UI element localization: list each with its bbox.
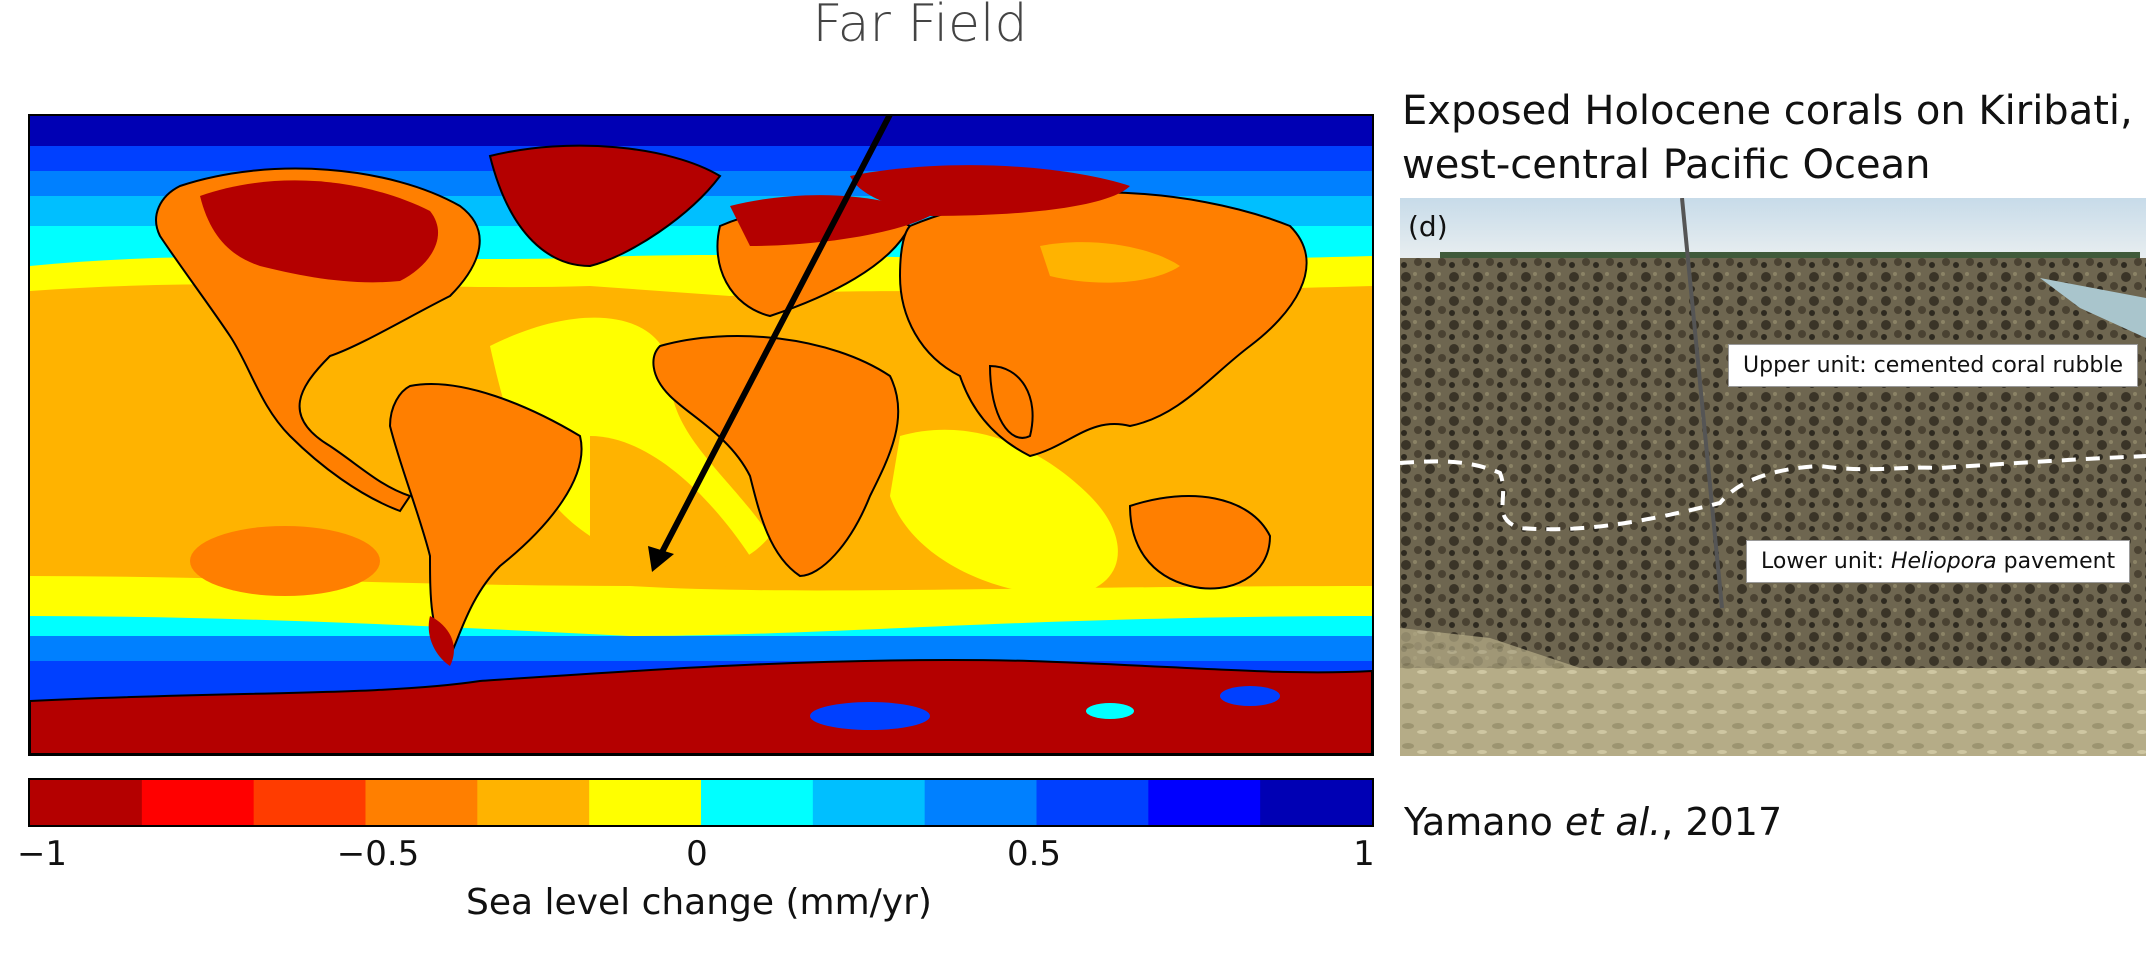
sea-level-map-svg: [30, 116, 1372, 754]
colorbar-swatch: [701, 780, 814, 825]
lower-unit-label-suffix: pavement: [1996, 549, 2116, 574]
citation-etal: et al.: [1564, 800, 1662, 844]
colorbar-swatch: [924, 780, 1037, 825]
colorbar-tick-label: 1: [1353, 834, 1375, 874]
citation-year: , 2017: [1661, 800, 1783, 844]
colorbar: [28, 778, 1374, 827]
citation-author: Yamano: [1404, 800, 1565, 844]
colorbar-swatches: [30, 780, 1372, 825]
colorbar-swatch: [1036, 780, 1149, 825]
lower-unit-label-prefix: Lower unit:: [1761, 549, 1891, 574]
colorbar-swatch: [477, 780, 590, 825]
colorbar-swatch: [1148, 780, 1261, 825]
colorbar-swatch: [1260, 780, 1372, 825]
coral-photo-svg: [1400, 198, 2146, 756]
far-field-label: Far Field: [812, 0, 1028, 54]
colorbar-tick-label: −0.5: [336, 834, 420, 874]
upper-unit-label: Upper unit: cemented coral rubble: [1728, 344, 2139, 387]
photo-title: Exposed Holocene corals on Kiribati, wes…: [1402, 84, 2142, 192]
colorbar-tick-label: 0: [686, 834, 708, 874]
colorbar-swatch: [812, 780, 926, 825]
colorbar-swatch: [30, 780, 143, 825]
colorbar-tick-label: 0.5: [1006, 834, 1062, 874]
panel-letter: (d): [1408, 210, 1448, 243]
coral-photo: [1400, 198, 2146, 756]
lower-unit-label: Lower unit: Heliopora pavement: [1746, 540, 2131, 583]
citation: Yamano et al., 2017: [1404, 800, 1782, 844]
colorbar-title: Sea level change (mm/yr): [466, 882, 932, 923]
colorbar-swatch: [141, 780, 255, 825]
colorbar-swatch: [365, 780, 478, 825]
colorbar-swatch: [253, 780, 366, 825]
sea-level-map: [28, 114, 1374, 756]
lower-unit-label-italic: Heliopora: [1890, 549, 1997, 574]
colorbar-tick-label: −1: [16, 834, 68, 874]
photo-title-line-2: west-central Pacific Ocean: [1402, 142, 1931, 188]
colorbar-swatch: [589, 780, 702, 825]
photo-title-line-1: Exposed Holocene corals on Kiribati,: [1402, 88, 2133, 134]
